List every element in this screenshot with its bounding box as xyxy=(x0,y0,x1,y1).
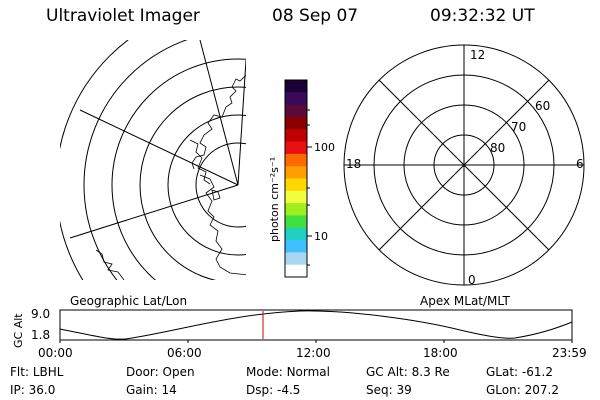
colorbar-band xyxy=(285,141,307,155)
glon-label: GLon: xyxy=(486,383,521,397)
instrument-title: Ultraviolet Imager xyxy=(46,6,200,26)
geographic-map xyxy=(60,40,246,280)
flt-value: LBHL xyxy=(32,365,64,379)
colorbar-frame xyxy=(284,79,308,278)
gain-value: 14 xyxy=(161,383,177,397)
footer-door: Door: Open xyxy=(126,365,195,379)
door-value: Open xyxy=(162,365,195,379)
mlt-label-0: 0 xyxy=(468,273,476,287)
mode-value: Normal xyxy=(286,365,330,379)
polar-circle-outer xyxy=(343,44,585,286)
polar-diagonal-line-2 xyxy=(378,79,550,251)
polar-circle-70 xyxy=(403,104,525,226)
gc-alt-label: GC Alt: xyxy=(366,365,408,379)
ip-label: IP: xyxy=(10,383,25,397)
mode-label: Mode: xyxy=(246,365,283,379)
colorbar-tick-10: 10 xyxy=(314,230,328,243)
header-date: 08 Sep 07 xyxy=(272,6,359,26)
footer-mode: Mode: Normal xyxy=(246,365,330,379)
timeline-xtick-4: 23:59 xyxy=(552,346,587,360)
colorbar-ticks xyxy=(307,109,312,266)
gain-label: Gain: xyxy=(126,383,158,397)
coastlines xyxy=(95,74,246,280)
colorbar-tick-100: 100 xyxy=(314,141,335,154)
geo-caption: Geographic Lat/Lon xyxy=(70,294,188,308)
colorbar-band xyxy=(285,252,307,266)
seq-value: 39 xyxy=(396,383,412,397)
lat-label-80: 80 xyxy=(490,141,505,155)
longitude-lines xyxy=(69,40,246,239)
colorbar-band xyxy=(285,80,307,93)
timeline-ylabel: GC Alt xyxy=(12,313,25,348)
mlt-label-18: 18 xyxy=(346,157,361,171)
timeline-xticks xyxy=(59,340,573,343)
door-label: Door: xyxy=(126,365,159,379)
timeline-ytick-bottom: 1.8 xyxy=(31,328,50,342)
dsp-value: -4.5 xyxy=(276,383,301,397)
colorbar-unit-label: photon cm⁻²s⁻¹ xyxy=(268,157,281,242)
lat-label-60: 60 xyxy=(535,99,550,113)
footer-gain: Gain: 14 xyxy=(126,383,177,397)
lat-label-70: 70 xyxy=(511,120,526,134)
footer-flt: Flt: LBHL xyxy=(10,365,63,379)
colorbar-band xyxy=(285,129,307,143)
colorbar-band xyxy=(285,264,307,278)
colorbar-band xyxy=(285,203,307,216)
seq-label: Seq: xyxy=(366,383,393,397)
latitude-circles xyxy=(60,40,246,280)
colorbar xyxy=(285,80,307,278)
header-time: 09:32:32 UT xyxy=(430,6,535,26)
timeline-xtick-3: 18:00 xyxy=(423,346,458,360)
glat-label: GLat: xyxy=(486,365,519,379)
colorbar-band xyxy=(285,215,307,229)
ip-value: 36.0 xyxy=(28,383,56,397)
footer-glon: GLon: 207.2 xyxy=(486,383,559,397)
footer-ip: IP: 36.0 xyxy=(10,383,55,397)
timeline-xtick-1: 06:00 xyxy=(167,346,202,360)
polar-caption: Apex MLat/MLT xyxy=(420,294,510,308)
colorbar-band xyxy=(285,240,307,253)
glat-value: -61.2 xyxy=(521,365,553,379)
timeline-frame xyxy=(59,309,573,341)
polar-circle-60 xyxy=(373,74,555,256)
colorbar-band xyxy=(285,190,307,204)
polar-circle-80 xyxy=(433,134,495,196)
mlt-label-12: 12 xyxy=(470,48,485,62)
colorbar-band xyxy=(285,104,307,118)
glon-value: 207.2 xyxy=(524,383,559,397)
colorbar-band xyxy=(285,153,307,167)
footer-seq: Seq: 39 xyxy=(366,383,412,397)
footer-dsp: Dsp: -4.5 xyxy=(246,383,300,397)
timeline-ytick-top: 9.0 xyxy=(31,307,50,321)
timeline-xtick-0: 00:00 xyxy=(38,346,73,360)
colorbar-band xyxy=(285,178,307,192)
footer-glat: GLat: -61.2 xyxy=(486,365,553,379)
dsp-label: Dsp: xyxy=(246,383,274,397)
colorbar-band xyxy=(285,166,307,179)
flt-label: Flt: xyxy=(10,365,29,379)
mlt-label-6: 6 xyxy=(576,157,584,171)
polar-plot xyxy=(343,44,585,286)
colorbar-band xyxy=(285,116,307,130)
colorbar-band xyxy=(285,92,307,106)
gc-alt-value: 8.3 Re xyxy=(411,365,450,379)
timeline-xtick-2: 12:00 xyxy=(296,346,331,360)
colorbar-band xyxy=(285,227,307,241)
footer-gc-alt: GC Alt: 8.3 Re xyxy=(366,365,450,379)
altitude-curve xyxy=(59,310,573,340)
